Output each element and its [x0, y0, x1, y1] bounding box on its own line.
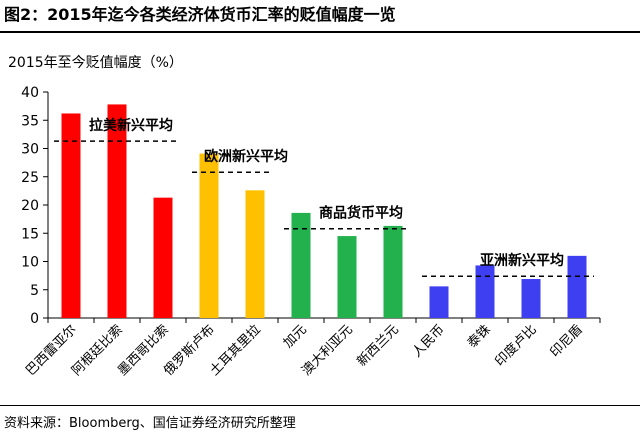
x-tick-label: 印度卢比 [492, 322, 540, 370]
bottom-rule [0, 405, 640, 406]
bar [61, 113, 81, 318]
source-note: 资料来源：Bloomberg、国信证券经济研究所整理 [4, 416, 296, 431]
bar [567, 255, 587, 318]
y-tick-label: 20 [21, 198, 39, 214]
bar [383, 225, 403, 318]
bar [521, 279, 541, 318]
top-rule [0, 31, 640, 33]
bar-chart: 0510152025303540巴西雷亚尔阿根廷比索墨西哥比索俄罗斯卢布土耳其里… [21, 85, 601, 379]
bar [337, 236, 357, 318]
x-tick-label: 土耳其里拉 [207, 322, 264, 379]
y-tick-label: 5 [30, 283, 39, 299]
y-tick-label: 10 [21, 255, 39, 271]
average-label: 拉美新兴平均 [89, 117, 173, 134]
x-tick-label: 人民币 [410, 322, 448, 360]
bar [107, 104, 127, 319]
y-axis-label: 2015年至今贬值幅度（%） [8, 55, 183, 71]
y-tick-label: 25 [21, 170, 39, 186]
y-tick-label: 40 [21, 85, 39, 101]
average-label: 商品货币平均 [319, 205, 403, 222]
bar [199, 153, 219, 318]
bar [153, 197, 173, 318]
x-tick-label: 新西兰元 [354, 322, 402, 370]
bar [475, 265, 495, 318]
y-tick-label: 35 [21, 113, 39, 129]
bar [429, 286, 449, 318]
x-tick-label: 印尼盾 [548, 322, 586, 360]
x-tick-label: 泰铢 [464, 322, 494, 352]
x-tick-label: 澳大利亚元 [299, 322, 356, 379]
bar [291, 212, 311, 318]
average-label: 亚洲新兴平均 [480, 252, 564, 269]
average-label: 欧洲新兴平均 [204, 148, 288, 165]
y-tick-label: 0 [30, 311, 39, 327]
figure-title: 图2：2015年迄今各类经济体货币汇率的贬值幅度一览 [4, 5, 396, 24]
x-tick-label: 加元 [281, 322, 310, 351]
y-tick-label: 30 [21, 142, 39, 158]
y-tick-label: 15 [21, 226, 39, 242]
bar [245, 190, 265, 318]
